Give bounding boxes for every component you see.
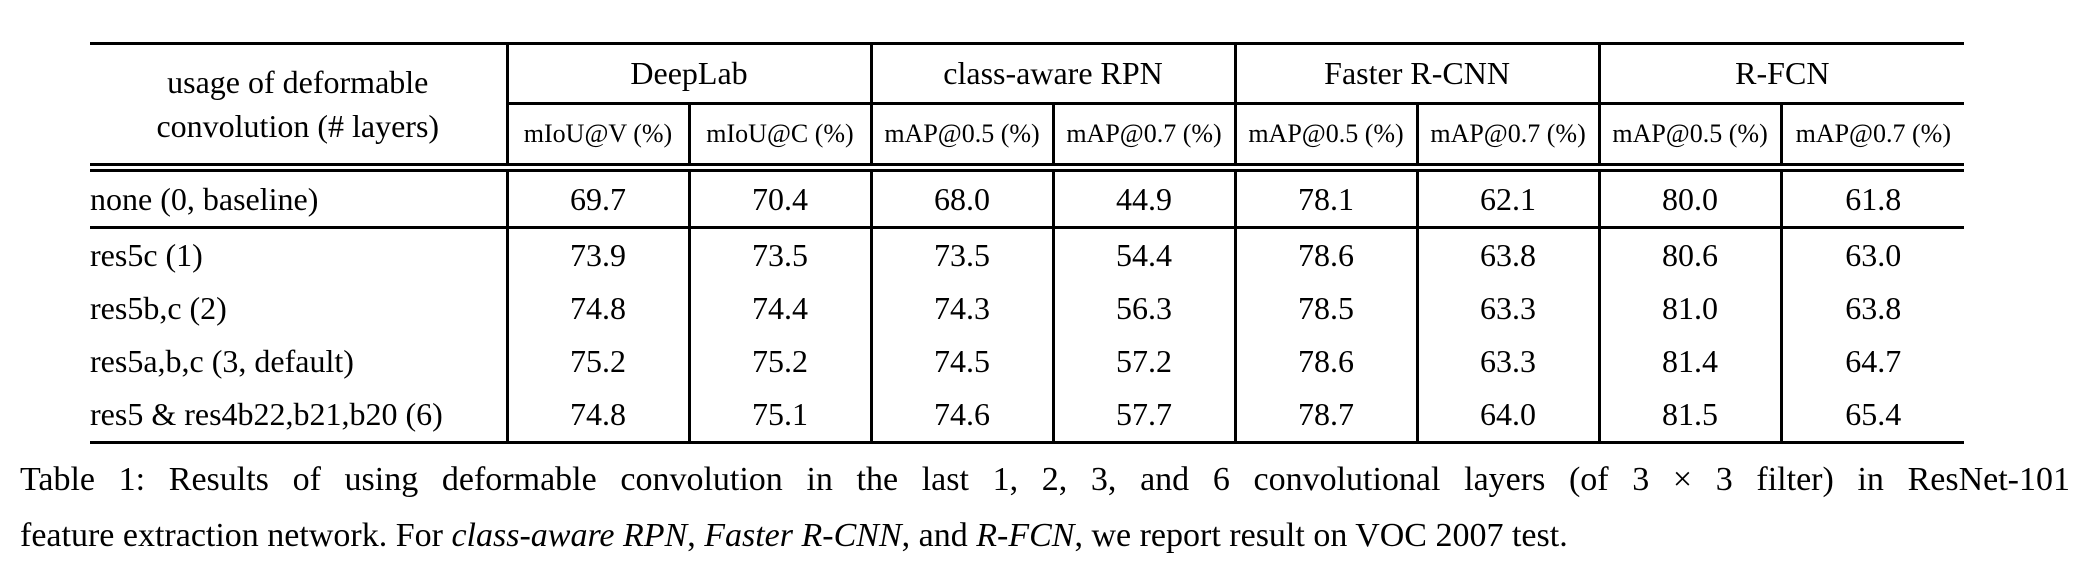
- value-cell: 81.0: [1597, 282, 1782, 335]
- value-cell: 62.1: [1415, 167, 1600, 229]
- table-row: res5b,c (2) 74.8 74.4 74.3 56.3 78.5 63.…: [90, 282, 1965, 335]
- value-cell: 54.4: [1051, 227, 1236, 282]
- value-cell: 70.4: [687, 167, 872, 229]
- value-cell: 63.3: [1415, 282, 1600, 335]
- subheader-frcnn-map07: mAP@0.7 (%): [1415, 103, 1600, 172]
- subheader-miou-v: mIoU@V (%): [505, 103, 689, 172]
- value-cell: 74.5: [869, 335, 1054, 388]
- value-cell: 56.3: [1051, 282, 1236, 335]
- value-cell: 69.7: [505, 167, 689, 229]
- caption-line1: Table 1: Results of using deformable con…: [20, 461, 2070, 498]
- results-table: usage of deformable convolution (# layer…: [90, 42, 1965, 444]
- value-cell: 75.2: [687, 335, 872, 388]
- value-cell: 63.8: [1415, 227, 1600, 282]
- value-cell: 64.0: [1415, 388, 1600, 444]
- value-cell: 63.0: [1779, 227, 1965, 282]
- method-name-faster-rcnn: Faster R-CNN: [704, 517, 902, 554]
- caption-text: feature extraction network. For: [20, 517, 452, 554]
- value-cell: 74.8: [505, 282, 689, 335]
- subheader-rpn-map05: mAP@0.5 (%): [869, 103, 1054, 172]
- value-cell: 73.9: [505, 227, 689, 282]
- table-row: none (0, baseline) 69.7 70.4 68.0 44.9 7…: [90, 167, 1965, 229]
- results-table-wrap: usage of deformable convolution (# layer…: [90, 42, 1965, 444]
- group-header-row: usage of deformable convolution (# layer…: [90, 42, 1965, 172]
- value-cell: 63.8: [1779, 282, 1965, 335]
- method-name-class-aware-rpn: class-aware RPN: [451, 517, 688, 554]
- value-cell: 44.9: [1051, 167, 1236, 229]
- caption-text: ,: [687, 517, 705, 554]
- table-row: res5c (1) 73.9 73.5 73.5 54.4 78.6 63.8 …: [90, 227, 1965, 282]
- group-header-class-aware-rpn: class-aware RPN: [869, 42, 1236, 105]
- caption-text: , and: [901, 517, 977, 554]
- subheader-miou-c: mIoU@C (%): [687, 103, 872, 172]
- value-cell: 80.0: [1597, 167, 1782, 229]
- subheader-rfcn-map07: mAP@0.7 (%): [1779, 103, 1965, 172]
- value-cell: 80.6: [1597, 227, 1782, 282]
- value-cell: 73.5: [687, 227, 872, 282]
- subheader-frcnn-map05: mAP@0.5 (%): [1233, 103, 1418, 172]
- value-cell: 74.3: [869, 282, 1054, 335]
- value-cell: 78.6: [1233, 335, 1418, 388]
- table-caption: Table 1: Results of using deformable con…: [20, 452, 2070, 564]
- value-cell: 64.7: [1779, 335, 1965, 388]
- value-cell: 61.8: [1779, 167, 1965, 229]
- subheader-rpn-map07: mAP@0.7 (%): [1051, 103, 1236, 172]
- value-cell: 78.1: [1233, 167, 1418, 229]
- table-row: res5a,b,c (3, default) 75.2 75.2 74.5 57…: [90, 335, 1965, 388]
- caption-line2: feature extraction network. For class-aw…: [20, 508, 2070, 564]
- value-cell: 81.5: [1597, 388, 1782, 444]
- row-header-cell: usage of deformable convolution (# layer…: [90, 42, 507, 172]
- value-cell: 81.4: [1597, 335, 1782, 388]
- subheader-row: mIoU@V (%) mIoU@C (%) mAP@0.5 (%) mAP@0.…: [90, 103, 1965, 172]
- subheader-rfcn-map05: mAP@0.5 (%): [1597, 103, 1782, 172]
- group-header-deeplab: DeepLab: [505, 42, 872, 105]
- value-cell: 75.1: [687, 388, 872, 444]
- table-row: res5 & res4b22,b21,b20 (6) 74.8 75.1 74.…: [90, 388, 1965, 444]
- row-header-line1: usage of deformable: [167, 64, 429, 100]
- value-cell: 63.3: [1415, 335, 1600, 388]
- value-cell: 78.5: [1233, 282, 1418, 335]
- value-cell: 57.7: [1051, 388, 1236, 444]
- value-cell: 78.6: [1233, 227, 1418, 282]
- value-cell: 75.2: [505, 335, 689, 388]
- row-label: res5b,c (2): [90, 290, 227, 326]
- row-label: res5a,b,c (3, default): [90, 343, 354, 379]
- value-cell: 68.0: [869, 167, 1054, 229]
- caption-text: , we report result on VOC 2007 test.: [1074, 517, 1568, 554]
- group-header-rfcn: R-FCN: [1597, 42, 1965, 105]
- group-header-faster-rcnn: Faster R-CNN: [1233, 42, 1600, 105]
- row-label: res5c (1): [90, 237, 203, 273]
- value-cell: 74.4: [687, 282, 872, 335]
- row-label: res5 & res4b22,b21,b20 (6): [90, 388, 507, 444]
- value-cell: 78.7: [1233, 388, 1418, 444]
- method-name-rfcn: R-FCN: [976, 517, 1075, 554]
- value-cell: 74.6: [869, 388, 1054, 444]
- value-cell: 57.2: [1051, 335, 1236, 388]
- value-cell: 73.5: [869, 227, 1054, 282]
- value-cell: 65.4: [1779, 388, 1965, 444]
- value-cell: 74.8: [505, 388, 689, 444]
- row-header-line2: convolution (# layers): [156, 108, 440, 144]
- row-label: none (0, baseline): [90, 167, 507, 229]
